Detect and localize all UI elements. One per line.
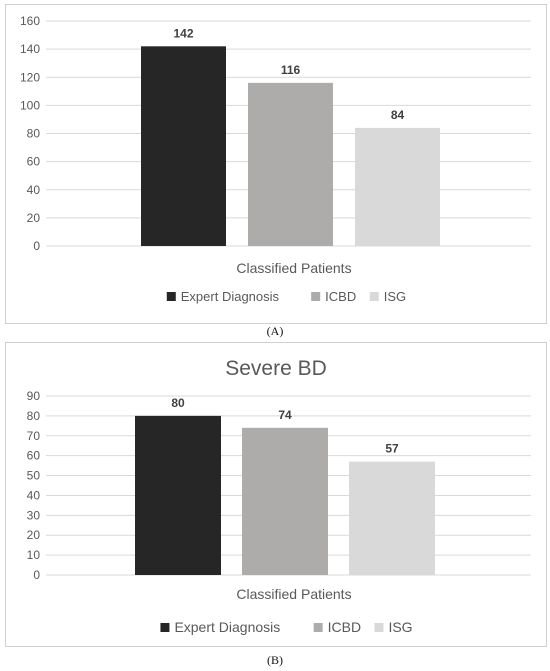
y-tick-label: 10 [27,548,41,562]
y-tick-label: 40 [27,488,41,502]
chart-b-svg: Severe BD 0 10 20 30 40 50 60 70 80 90 80 74 57 Classi… [27,357,531,635]
bar-expert-diagnosis [141,46,226,246]
y-tick-label: 120 [20,70,40,84]
bar-icbd [242,427,328,575]
bar-icbd [248,82,333,246]
legend-swatch [166,292,176,301]
y-tick-label: 0 [33,239,40,253]
chart-panel-b: Severe BD 0 10 20 30 40 50 60 70 80 90 80 74 57 Classi… [5,342,547,647]
legend-entry: ISG [384,289,406,304]
legend-entry: ISG [388,619,412,635]
data-label: 142 [173,26,193,40]
bar-expert-diagnosis [135,415,221,575]
y-tick-label: 160 [20,14,40,28]
x-axis-label: Classified Patients [236,260,351,276]
legend-entry: ICBD [325,289,356,304]
chart-a-svg: 0 20 40 60 80 100 120 140 160 142 116 84 Classified … [20,14,531,304]
data-label: 80 [171,396,185,410]
bar-isg [355,127,440,246]
chart-panel-a: 0 20 40 60 80 100 120 140 160 142 116 84 Classified … [5,4,547,324]
y-tick-label: 80 [27,127,41,141]
y-tick-label: 50 [27,469,41,483]
y-tick-label: 60 [27,449,41,463]
y-tick-label: 0 [33,568,40,582]
data-label: 84 [391,108,405,122]
data-label: 57 [385,442,399,456]
legend-swatch [369,292,379,301]
y-tick-label: 140 [20,42,40,56]
legend-swatch [313,623,323,632]
y-tick-label: 90 [27,389,41,403]
legend-swatch [160,623,170,632]
legend-swatch [374,623,384,632]
chart-title: Severe BD [225,357,327,380]
y-tick-label: 100 [20,98,40,112]
y-tick-label: 70 [27,429,41,443]
y-tick-label: 40 [27,183,41,197]
data-label: 116 [281,63,301,77]
legend-entry: Expert Diagnosis [181,289,280,304]
bar-isg [349,461,435,575]
caption-a: (A) [266,324,284,338]
data-label: 74 [278,408,292,422]
y-tick-label: 20 [27,211,41,225]
x-axis-label: Classified Patients [236,586,351,602]
legend-entry: Expert Diagnosis [174,619,280,635]
y-tick-label: 80 [27,409,41,423]
y-tick-label: 30 [27,508,41,522]
legend-entry: ICBD [328,619,361,635]
y-tick-label: 20 [27,528,41,542]
y-tick-label: 60 [27,155,41,169]
caption-b: (B) [267,653,283,667]
legend-swatch [311,292,321,301]
